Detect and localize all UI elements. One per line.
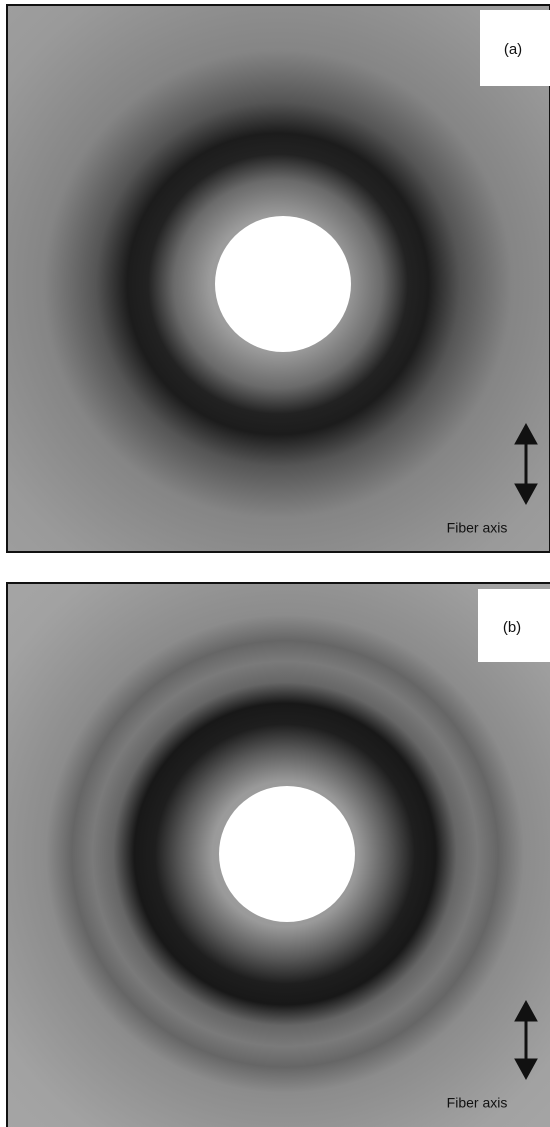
panel-b: (b) Fiber axis [0,581,550,1127]
beam-stop [215,216,351,352]
beam-stop [219,786,355,922]
page: {"panels": [{"label": "(a)", "caption": … [0,0,550,1127]
panel-a: (a) Fiber axis [0,4,550,554]
panel-label: (b) [503,619,521,636]
caption: Fiber axis [447,520,508,536]
panel-label: (a) [504,41,522,58]
caption: Fiber axis [447,1095,508,1111]
